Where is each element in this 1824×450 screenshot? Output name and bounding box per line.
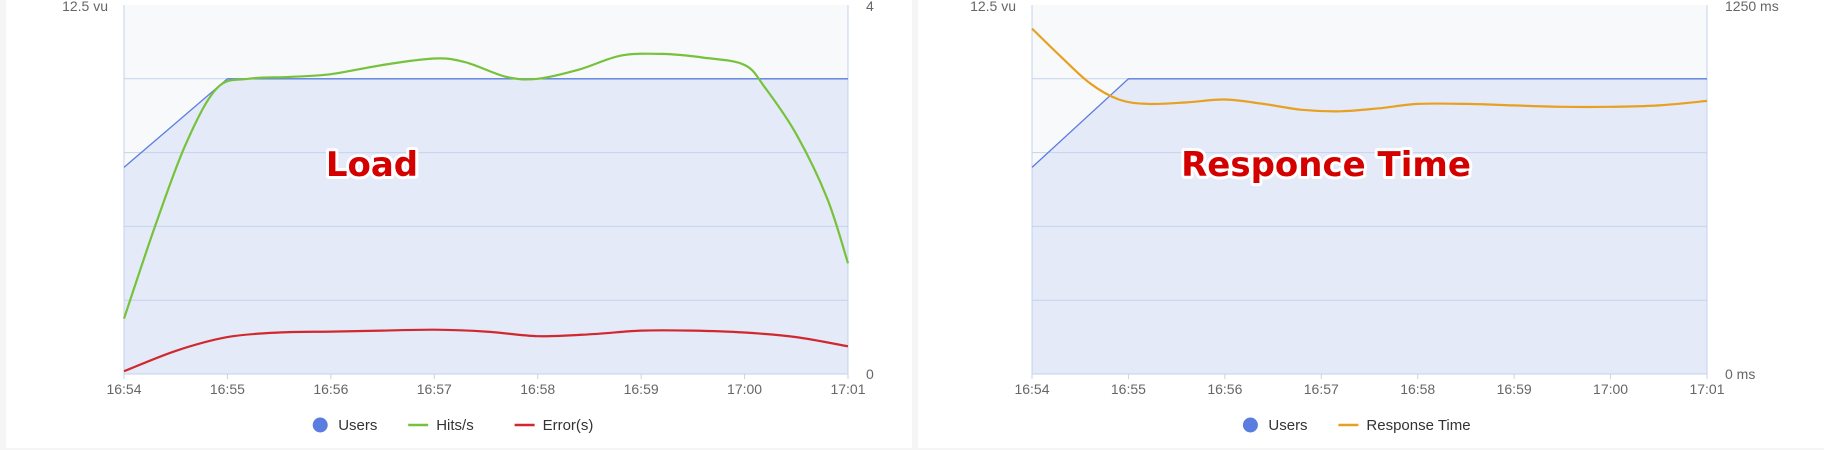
- x-tick-label: 16:54: [1014, 381, 1049, 397]
- x-tick-label: 16:59: [624, 381, 659, 397]
- legend-item[interactable]: Users: [1242, 417, 1308, 434]
- x-tick-label: 16:56: [1207, 381, 1242, 397]
- x-tick-label: 17:00: [1593, 381, 1628, 397]
- users-series-line: [1031, 78, 1707, 168]
- right-axis-bottom-label: 0: [866, 366, 874, 382]
- x-tick-label: 16:54: [106, 381, 141, 397]
- users-series-line: [123, 78, 848, 168]
- legend-label: Response Time: [1366, 417, 1470, 434]
- right-axis-bottom-label: 0 ms: [1725, 366, 1755, 382]
- x-tick-label: 17:00: [727, 381, 762, 397]
- response-time-chart: 12.5 vu 1250 ms 0 ms 16:54 16:55 16:56 16:57 16…: [970, 0, 1779, 434]
- legend-item[interactable]: Error(s): [514, 417, 594, 434]
- right-axis-top-label: 4: [866, 0, 874, 14]
- legend-label: Users: [1268, 417, 1307, 434]
- response-time-series-line: [1031, 27, 1708, 113]
- legend-label: Users: [338, 417, 377, 434]
- left-axis-top-label: 12.5 vu: [970, 0, 1016, 14]
- x-tick-label: 16:56: [313, 381, 348, 397]
- legend-item[interactable]: Response Time: [1338, 417, 1471, 434]
- x-tick-label: 17:01: [830, 381, 865, 397]
- x-tick-label: 17:01: [1689, 381, 1724, 397]
- left-axis-top-label: 12.5 vu: [62, 0, 108, 14]
- legend-item[interactable]: Users: [312, 417, 378, 434]
- legend-label: Error(s): [543, 417, 594, 434]
- load-chart-panel: 12.5 vu 4 0 16:54 16:55 16:56 16:57 16:58 16:59 1…: [6, 0, 912, 448]
- x-tick-label: 16:59: [1497, 381, 1532, 397]
- x-tick-label: 16:57: [1304, 381, 1339, 397]
- response-time-chart-panel: 12.5 vu 1250 ms 0 ms 16:54 16:55 16:56 16:57 16…: [918, 0, 1824, 448]
- load-chart: 12.5 vu 4 0 16:54 16:55 16:56 16:57 16:58 16:59 1…: [62, 0, 874, 434]
- hits-s-series-line: [122, 52, 850, 319]
- legend-item[interactable]: Hits/s: [408, 417, 474, 434]
- x-tick-label: 16:57: [417, 381, 452, 397]
- right-axis-top-label: 1250 ms: [1725, 0, 1779, 14]
- error-s-series-line: [123, 328, 849, 373]
- chart-overlay-title: Load: [326, 145, 418, 185]
- chart-overlay-title: Responce Time: [1181, 145, 1471, 185]
- legend-marker: [1242, 417, 1258, 433]
- legend-marker: [312, 417, 328, 433]
- legend-label: Hits/s: [436, 417, 474, 434]
- x-tick-label: 16:58: [1400, 381, 1435, 397]
- x-tick-label: 16:58: [520, 381, 555, 397]
- x-tick-label: 16:55: [1111, 381, 1146, 397]
- x-tick-label: 16:55: [210, 381, 245, 397]
